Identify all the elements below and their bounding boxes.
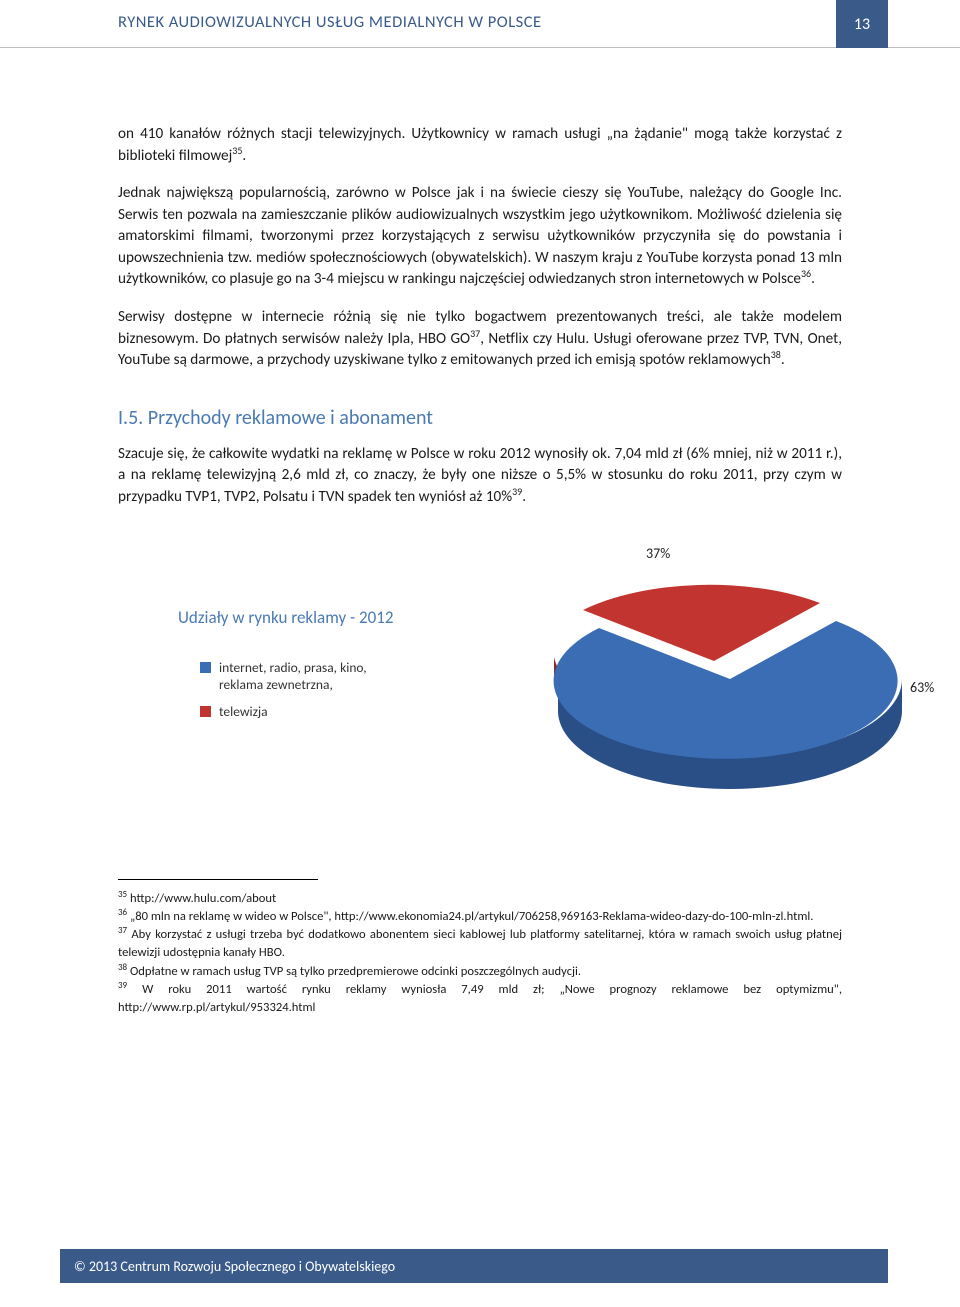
- chart-title: Udziały w rynku reklamy - 2012: [178, 607, 394, 628]
- pie-svg: [498, 539, 938, 799]
- footnote-38: 38 Odpłatne w ramach usług TVP są tylko …: [118, 963, 842, 981]
- footer-bar: © 2013 Centrum Rozwoju Społecznego i Oby…: [60, 1249, 888, 1283]
- p4-text-a: Szacuje się, że całkowite wydatki na rek…: [118, 445, 842, 506]
- footnote-36: 36 „80 mln na reklamę w wideo w Polsce",…: [118, 908, 842, 926]
- footnote-ref-38: 38: [771, 348, 781, 361]
- p3-text-c: .: [781, 351, 785, 369]
- pie-label-63: 63%: [910, 679, 934, 696]
- header-bar: RYNEK AUDIOWIZUALNYCH USŁUG MEDIALNYCH W…: [0, 0, 960, 48]
- paragraph-4: Szacuje się, że całkowite wydatki na rek…: [118, 444, 842, 509]
- legend-label-other: internet, radio, prasa, kino, reklama ze…: [219, 659, 367, 693]
- fn39-text: W roku 2011 wartość rynku reklamy wynios…: [118, 982, 842, 1015]
- p2-text-a: Jednak największą popularnością, zarówno…: [118, 184, 842, 288]
- fn37-num: 37: [118, 925, 127, 936]
- paragraph-3: Serwisy dostępne w internecie różnią się…: [118, 307, 842, 372]
- p1-text-a: on 410 kanałów różnych stacji telewizyjn…: [118, 125, 842, 165]
- legend-label-other-l1: internet, radio, prasa, kino,: [219, 659, 367, 676]
- pie-label-37: 37%: [646, 545, 670, 562]
- page: RYNEK AUDIOWIZUALNYCH USŁUG MEDIALNYCH W…: [0, 0, 960, 1307]
- footnote-ref-37: 37: [470, 327, 480, 340]
- pie-top: [554, 584, 898, 758]
- fn35-text: http://www.hulu.com/about: [127, 891, 276, 906]
- content: on 410 kanałów różnych stacji telewizyjn…: [0, 54, 960, 1017]
- footnote-37: 37 Aby korzystać z usługi trzeba być dod…: [118, 926, 842, 963]
- section-heading: I.5. Przychody reklamowe i abonament: [118, 406, 842, 430]
- page-header-title: RYNEK AUDIOWIZUALNYCH USŁUG MEDIALNYCH W…: [118, 12, 542, 32]
- footnote-ref-36: 36: [801, 267, 811, 280]
- legend-item-tv: telewizja: [200, 703, 367, 720]
- legend-label-other-l2: reklama zewnetrzna,: [219, 676, 333, 693]
- footnote-separator: [118, 879, 318, 880]
- pie-chart: 37% 63%: [498, 539, 938, 799]
- legend-label-tv: telewizja: [219, 703, 268, 720]
- page-number: 13: [854, 15, 870, 34]
- fn36-num: 36: [118, 907, 127, 918]
- legend-swatch-other: [200, 662, 211, 673]
- footnote-ref-39: 39: [512, 485, 522, 498]
- footnote-35: 35 http://www.hulu.com/about: [118, 890, 842, 908]
- legend-swatch-tv: [200, 706, 211, 717]
- fn35-num: 35: [118, 888, 127, 899]
- fn38-text: Odpłatne w ramach usług TVP są tylko prz…: [127, 964, 581, 979]
- footnotes: 35 http://www.hulu.com/about 36 „80 mln …: [118, 890, 842, 1018]
- fn39-num: 39: [118, 980, 127, 991]
- paragraph-2: Jednak największą popularnością, zarówno…: [118, 183, 842, 291]
- page-number-box: 13: [836, 0, 888, 48]
- footnote-ref-35: 35: [232, 144, 242, 157]
- footnote-39: 39 W roku 2011 wartość rynku reklamy wyn…: [118, 981, 842, 1018]
- fn36-text: „80 mln na reklamę w wideo w Polsce", ht…: [127, 909, 813, 924]
- footer-text: © 2013 Centrum Rozwoju Społecznego i Oby…: [74, 1258, 395, 1275]
- fn37-text: Aby korzystać z usługi trzeba być dodatk…: [118, 927, 842, 960]
- p2-text-b: .: [811, 270, 815, 288]
- fn38-num: 38: [118, 961, 127, 972]
- pie-chart-region: Udziały w rynku reklamy - 2012 internet,…: [118, 549, 842, 849]
- paragraph-1: on 410 kanałów różnych stacji telewizyjn…: [118, 124, 842, 167]
- chart-legend: internet, radio, prasa, kino, reklama ze…: [200, 659, 367, 730]
- p1-text-b: .: [242, 147, 246, 165]
- legend-item-other: internet, radio, prasa, kino, reklama ze…: [200, 659, 367, 693]
- p4-text-b: .: [522, 488, 526, 506]
